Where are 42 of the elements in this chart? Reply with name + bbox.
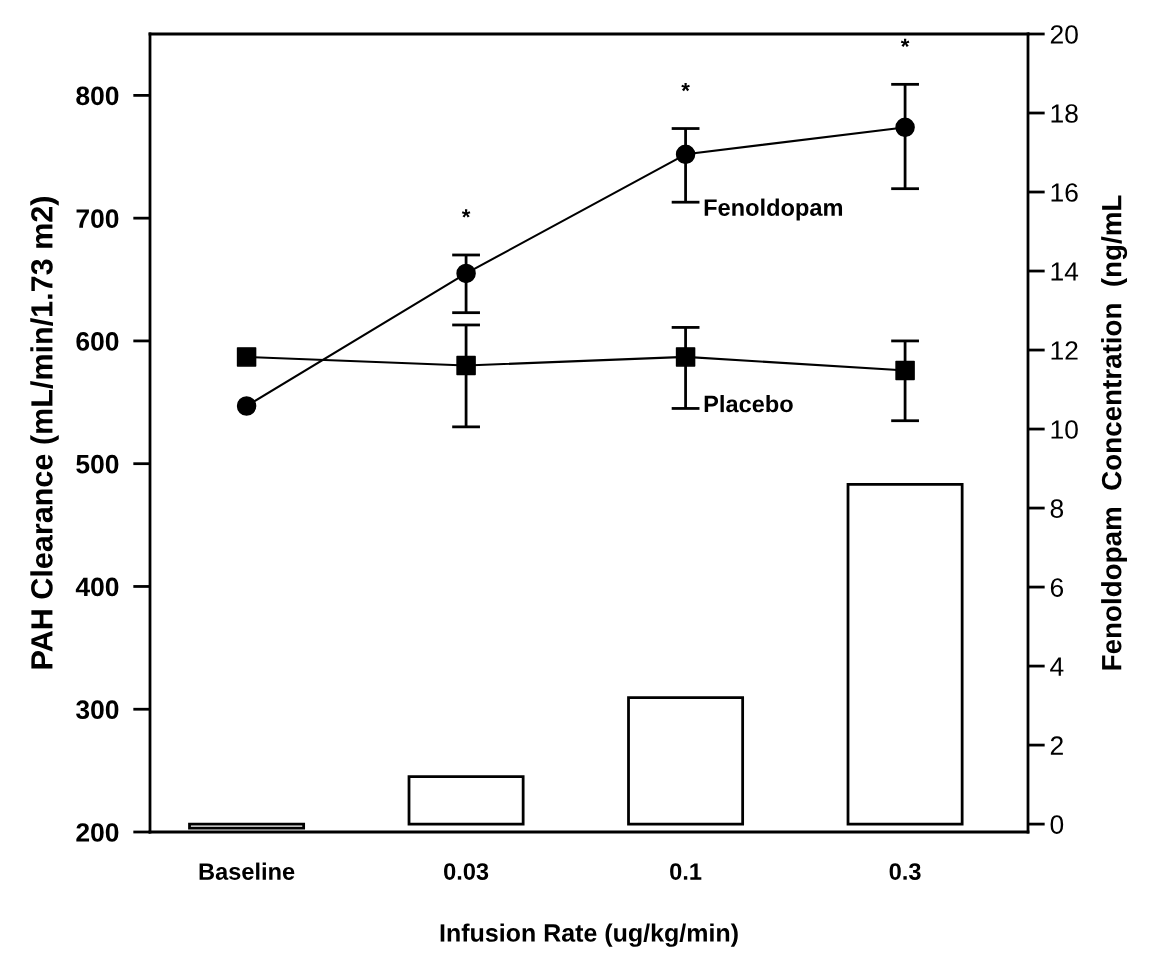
y-tick-label: 500 [76, 454, 119, 474]
y-tick-label: 300 [76, 700, 119, 720]
y-tick-label: 800 [76, 86, 119, 106]
point [895, 117, 915, 138]
bar [188, 822, 306, 830]
bar [627, 696, 745, 826]
x-tick-label: 0.03 [444, 863, 489, 880]
x-tick-label: 0.3 [889, 863, 921, 880]
y-tick-label: 400 [75, 577, 119, 597]
bar [846, 482, 964, 826]
y2-tick-label: 2 [1050, 736, 1063, 755]
y2-tick-label: 16 [1051, 183, 1078, 202]
y-tick-label: 200 [76, 823, 119, 842]
x-axis-title: Infusion Rate (ug/kg/min) [440, 923, 738, 947]
annotation: * [900, 38, 910, 47]
y2-tick-label: 14 [1051, 262, 1079, 281]
y2-tick-label: 10 [1051, 420, 1078, 439]
y2-tick-label: 8 [1050, 499, 1064, 518]
point [456, 263, 476, 284]
y-tick-label: 700 [76, 209, 119, 228]
annotation: * [461, 209, 471, 218]
point [456, 355, 476, 376]
point [675, 347, 696, 367]
series-label: Placebo [704, 394, 793, 413]
y2-tick-label: 18 [1051, 104, 1078, 123]
point [895, 360, 915, 381]
bar [407, 775, 525, 826]
point [675, 144, 696, 165]
x-tick-label: 0.1 [670, 863, 702, 880]
y2-tick-label: 6 [1050, 578, 1064, 597]
y-axis-title: PAH Clearance (mL/min/1.73 m2) [30, 197, 59, 669]
y2-axis-title: Fenoldopam Concentration (ng/mL [1101, 195, 1128, 670]
y2-tick-label: 20 [1050, 25, 1078, 44]
annotation: * [681, 82, 690, 92]
point [236, 347, 257, 367]
y-tick-label: 600 [76, 332, 119, 351]
point [236, 396, 257, 416]
y2-tick-label: 12 [1051, 341, 1078, 360]
x-tick-label: Baseline [199, 862, 295, 880]
y2-tick-label: 4 [1050, 657, 1064, 676]
series-label: Fenoldopam [704, 198, 843, 221]
y2-tick-label: 0 [1050, 815, 1064, 834]
